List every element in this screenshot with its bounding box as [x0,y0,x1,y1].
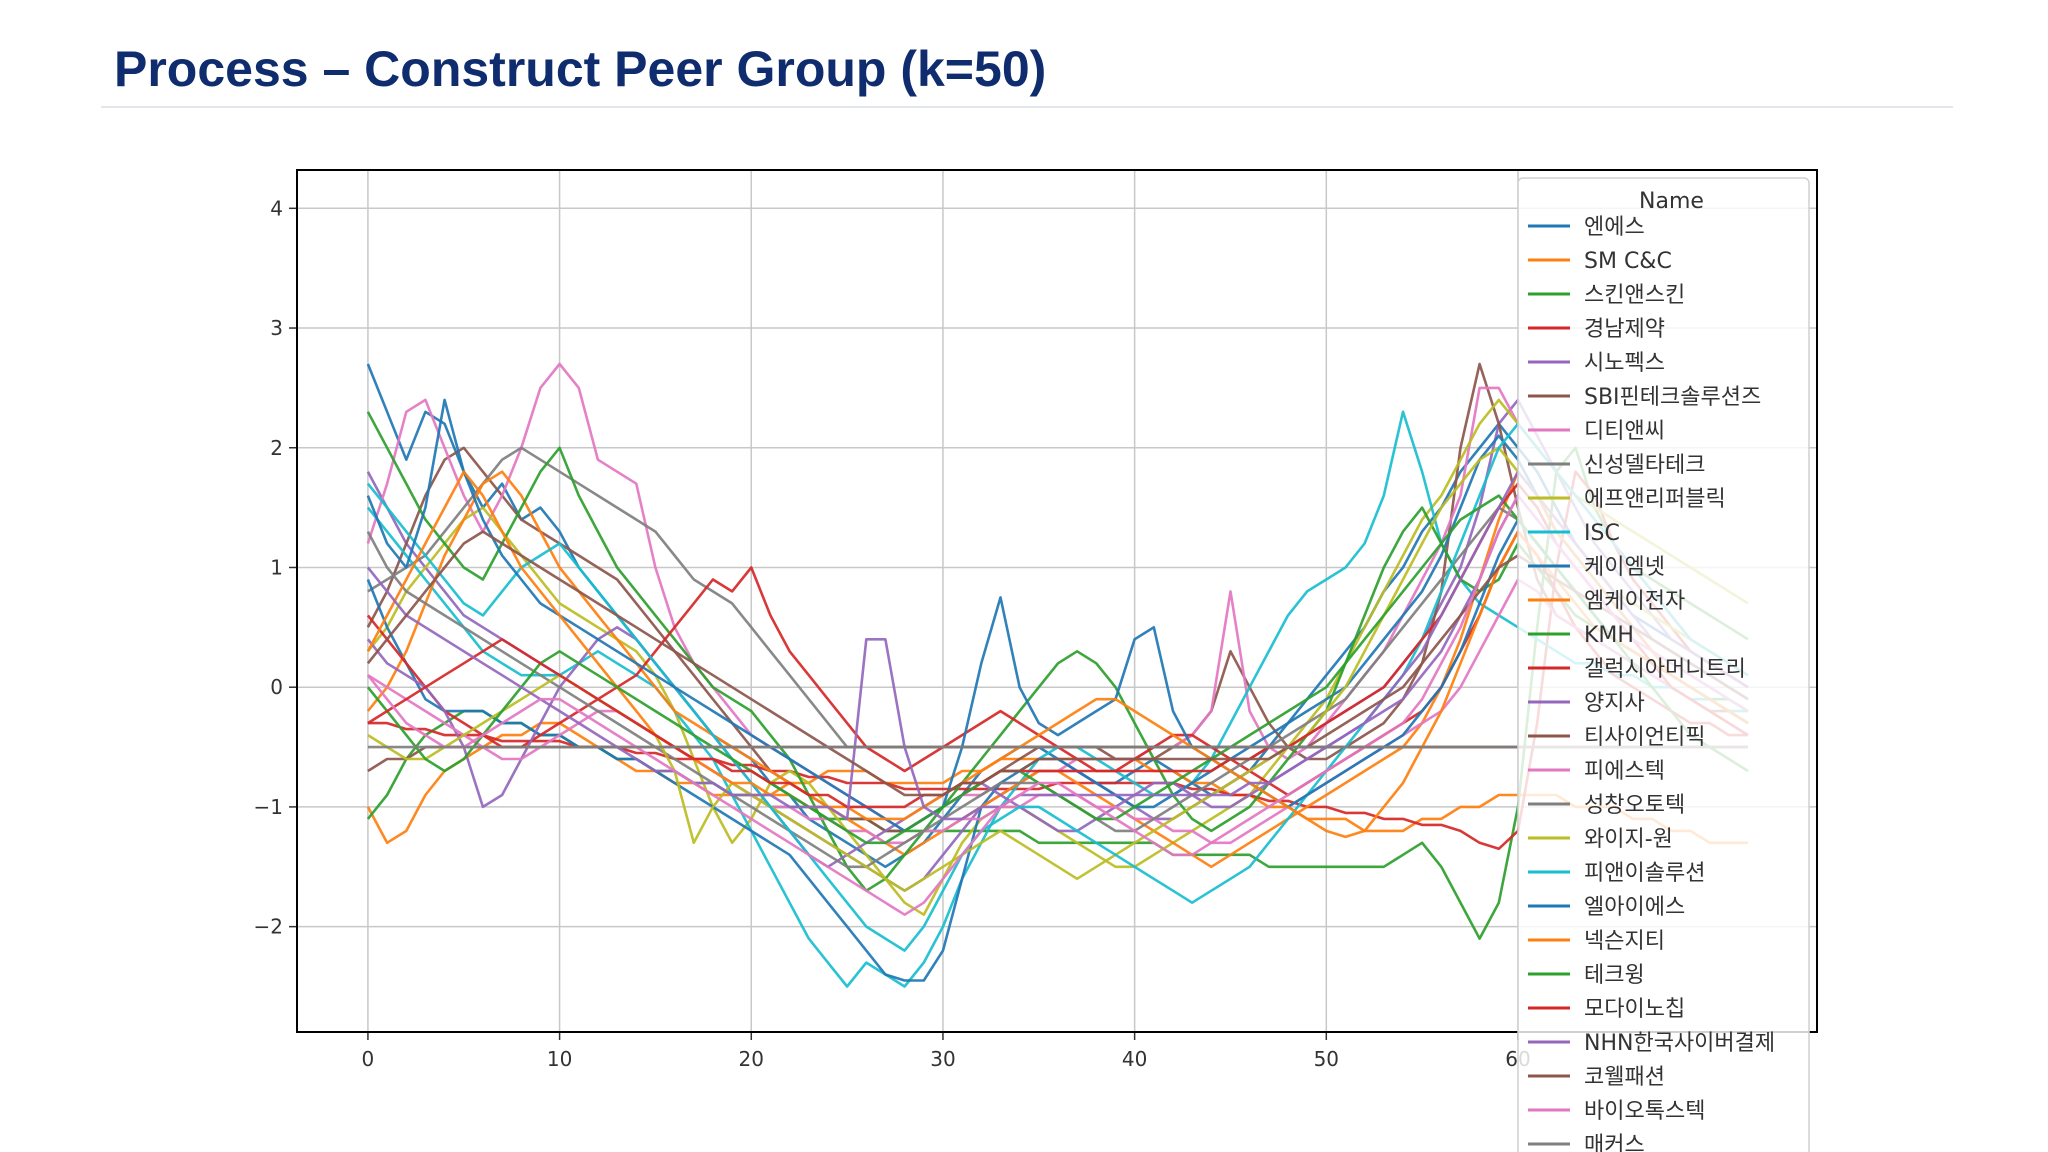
legend-entry: ISC [1584,521,1620,546]
legend-entry: 엔에스 [1584,215,1645,240]
legend-box [1517,177,1810,1152]
legend-entry: 양지사 [1584,691,1645,716]
x-tick-label: 50 [1314,1047,1339,1071]
legend-entry: 디티앤씨 [1584,419,1665,444]
legend-entry: 와이지-원 [1584,827,1673,852]
legend-entry: 엠케이전자 [1584,589,1685,614]
x-tick-label: 20 [739,1047,764,1071]
x-tick-label: 0 [362,1047,375,1071]
legend-entry: NHN한국사이버결제 [1584,1031,1775,1056]
y-tick-label: 0 [270,675,283,699]
legend-entry: KMH [1584,623,1634,648]
legend-entry: 매커스 [1584,1133,1645,1152]
legend-entry: 스킨앤스킨 [1584,283,1685,308]
y-tick-label: −2 [254,915,283,939]
legend-entry: 케이엠넷 [1584,555,1665,580]
legend-entry: 넥슨지티 [1584,929,1665,954]
plot-frame [296,169,1818,1033]
legend-entry: 에프앤리퍼블릭 [1584,487,1726,512]
x-tick-label: 40 [1122,1047,1147,1071]
legend-entry: 모다이노칩 [1584,997,1685,1022]
legend-title: Name [1639,189,1704,214]
legend-entry: SBI핀테크솔루션즈 [1584,385,1761,410]
legend-entry: 피에스텍 [1584,759,1665,784]
legend-entry: 피앤이솔루션 [1584,861,1705,886]
legend-entry: 신성델타테크 [1584,453,1705,478]
y-tick-label: 3 [270,316,283,340]
y-tick-label: 2 [270,436,283,460]
slide-title: Process – Construct Peer Group (k=50) [114,41,1047,97]
legend-entry: 갤럭시아머니트리 [1584,657,1746,682]
y-tick-label: 1 [270,555,283,579]
y-tick-label: 4 [270,196,283,220]
legend-entry: 바이오톡스텍 [1584,1099,1705,1124]
legend-entry: 코웰패션 [1584,1065,1665,1090]
legend-entry: 테크윙 [1584,963,1645,988]
legend-entry: 시노펙스 [1584,351,1665,376]
x-tick-label: 30 [930,1047,955,1071]
legend-entry: SM C&C [1584,249,1672,274]
x-tick-label: 10 [547,1047,572,1071]
legend-entry: 경남제약 [1584,317,1665,342]
title-divider [101,106,1953,108]
legend-entry: 엘아이에스 [1584,895,1685,920]
legend-entry: 티사이언티픽 [1584,725,1705,750]
y-tick-label: −1 [254,795,283,819]
legend-entry: 성창오토텍 [1584,793,1685,818]
